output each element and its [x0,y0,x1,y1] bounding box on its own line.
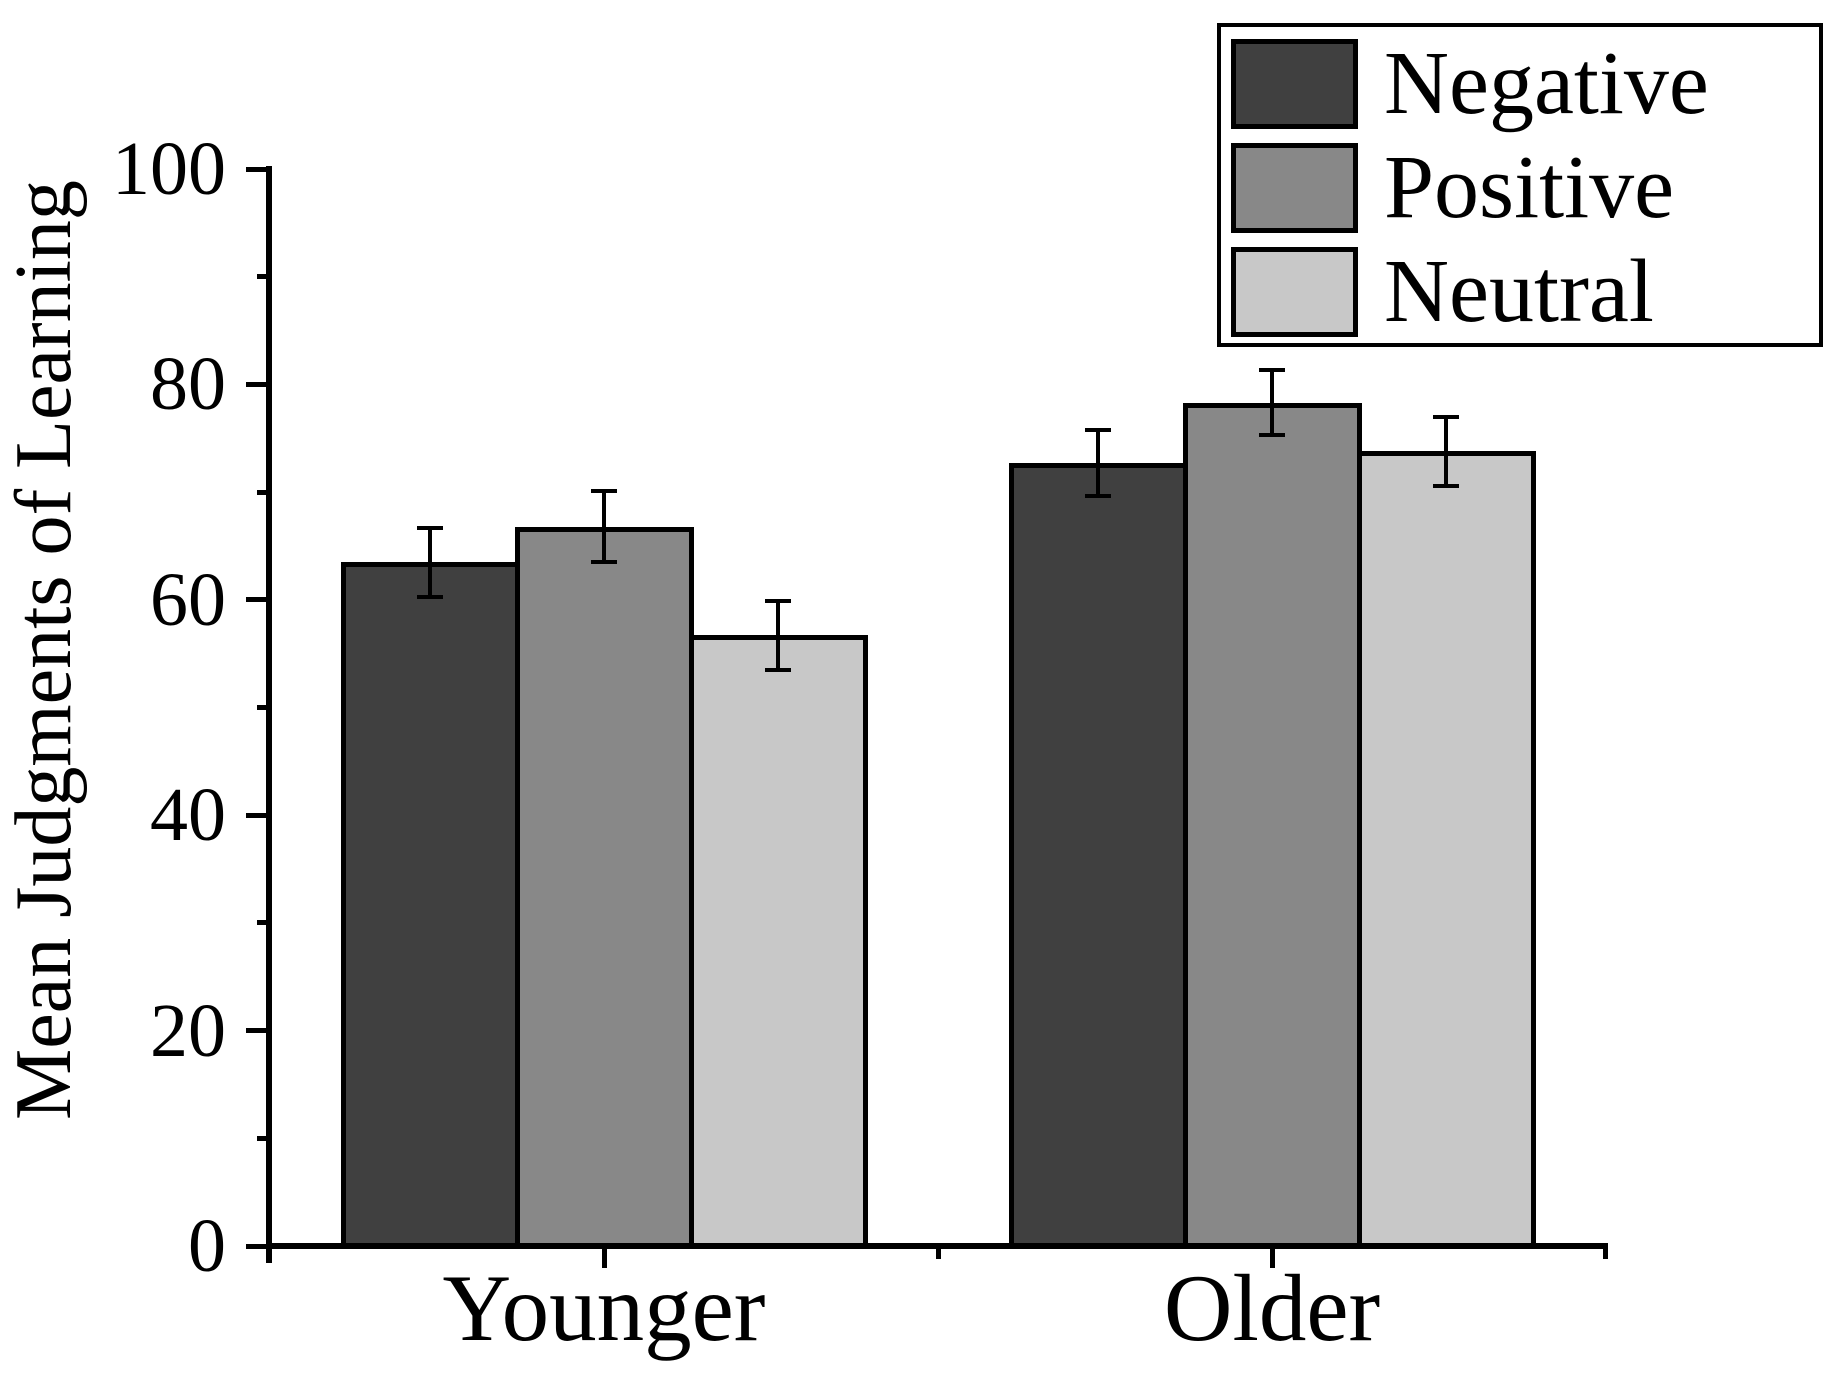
legend-swatch-neutral [1231,247,1358,337]
legend-item-positive: Positive [1231,143,1819,233]
y-axis-line [266,166,272,1263]
x-group-tick-younger [601,1246,607,1268]
legend-swatch-negative [1231,39,1358,129]
legend: Negative Positive Neutral [1217,23,1823,347]
errorbar-cap-top-older-negative [1085,427,1111,432]
bar-older-positive [1182,402,1362,1249]
category-label-younger: Younger [442,1255,766,1361]
legend-label-negative: Negative [1384,34,1709,133]
bar-older-neutral [1356,451,1536,1249]
errorbar-older-negative [1096,429,1100,497]
errorbar-cap-bottom-younger-neutral [765,667,791,672]
y-major-tick-0 [246,1243,270,1249]
errorbar-cap-top-younger-negative [417,525,443,530]
y-major-tick-60 [246,597,270,603]
errorbar-younger-negative [428,527,432,597]
bar-older-negative [1008,463,1188,1249]
y-major-tick-80 [246,381,270,387]
y-major-tick-20 [246,1028,270,1034]
bar-younger-negative [340,562,520,1249]
y-tick-label-0: 0 [188,1204,226,1288]
y-major-tick-40 [246,812,270,818]
errorbar-cap-bottom-younger-negative [417,594,443,599]
errorbar-younger-positive [602,491,606,563]
y-tick-label-40: 40 [150,773,226,858]
x-end-tick [1602,1246,1608,1259]
y-tick-label-20: 20 [150,988,226,1073]
y-tick-label-100: 100 [112,127,226,211]
bar-younger-neutral [688,635,868,1249]
y-major-tick-100 [246,166,270,172]
y-minor-tick-90 [257,274,270,280]
y-tick-label-60: 60 [150,557,226,642]
errorbar-older-neutral [1444,416,1448,486]
legend-item-negative: Negative [1231,39,1819,129]
legend-label-neutral: Neutral [1384,242,1654,341]
y-minor-tick-70 [257,489,270,495]
errorbar-cap-bottom-older-positive [1259,433,1285,438]
errorbar-cap-bottom-younger-positive [591,560,617,565]
legend-item-neutral: Neutral [1231,247,1819,337]
legend-label-positive: Positive [1384,138,1675,237]
category-label-older: Older [1163,1255,1381,1361]
bar-younger-positive [514,526,694,1249]
legend-swatch-positive [1231,143,1358,233]
errorbar-older-positive [1270,370,1274,435]
y-minor-tick-30 [257,920,270,926]
y-axis-title: Mean Judgments of Learning [0,180,88,1120]
y-tick-label-80: 80 [150,342,226,427]
y-minor-tick-10 [257,1135,270,1141]
x-boundary-tick [935,1246,941,1259]
errorbar-cap-top-older-positive [1259,368,1285,373]
x-group-tick-older [1269,1246,1275,1268]
errorbar-cap-bottom-older-negative [1085,494,1111,499]
errorbar-cap-top-older-neutral [1433,414,1459,419]
y-minor-tick-50 [257,705,270,710]
errorbar-younger-neutral [776,600,780,670]
errorbar-cap-top-younger-positive [591,489,617,494]
errorbar-cap-bottom-older-neutral [1433,483,1459,488]
errorbar-cap-top-younger-neutral [765,598,791,603]
